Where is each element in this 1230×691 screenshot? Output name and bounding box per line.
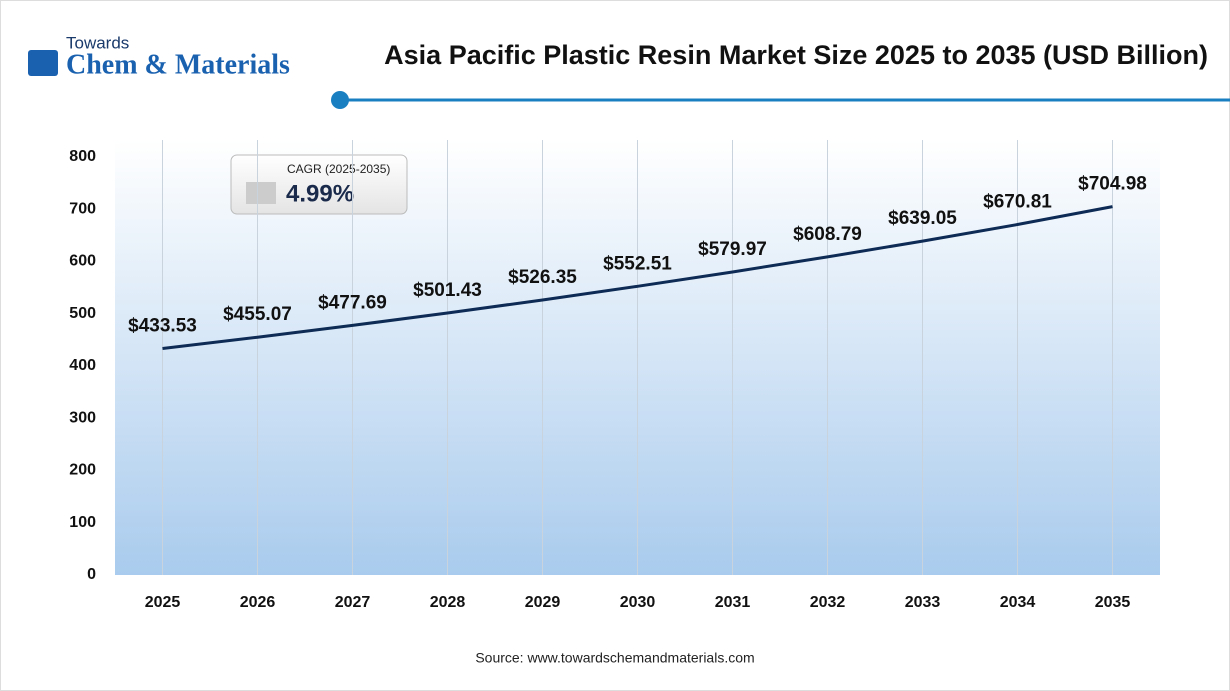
data-label: $526.35 [508,267,577,288]
data-label: $704.98 [1078,174,1147,195]
data-label: $608.79 [793,224,862,245]
data-label: $552.51 [603,253,672,274]
cagr-box: CAGR (2025-2035) 4.99% [230,154,408,215]
x-tick-label: 2028 [430,594,466,611]
x-tick-label: 2033 [905,594,941,611]
x-tick-label: 2030 [620,594,656,611]
header-dot [331,91,349,109]
y-tick-label: 600 [69,253,96,270]
logo-main: Chem & Materials [66,49,290,80]
chart-title: Asia Pacific Plastic Resin Market Size 2… [384,40,1208,70]
x-tick-label: 2035 [1095,594,1131,611]
x-tick-label: 2026 [240,594,276,611]
y-tick-label: 800 [69,148,96,165]
x-tick-label: 2031 [715,594,751,611]
cagr-label: CAGR (2025-2035) [287,162,390,176]
cagr-icon [246,182,276,204]
x-tick-label: 2032 [810,594,846,611]
y-tick-label: 700 [69,200,96,217]
data-label: $455.07 [223,304,292,325]
x-tick-label: 2025 [145,594,181,611]
y-tick-label: 400 [69,357,96,374]
data-label: $639.05 [888,208,957,229]
data-label: $579.97 [698,239,767,260]
y-tick-label: 300 [69,409,96,426]
y-tick-label: 100 [69,514,96,531]
x-tick-label: 2029 [525,594,561,611]
y-tick-label: 500 [69,305,96,322]
line [162,205,1113,350]
data-label: $477.69 [318,292,387,313]
logo-icon [28,50,58,76]
logo-top: Towards [66,33,129,52]
cagr-value: 4.99% [286,180,354,207]
logo: Towards Chem & Materials [28,33,290,80]
y-tick-label: 200 [69,462,96,479]
y-tick-label: 0 [87,566,96,583]
data-label: $433.53 [128,315,197,336]
source: Source: www.towardschemandmaterials.com [475,650,754,666]
data-label: $670.81 [983,192,1052,213]
x-tick-label: 2034 [1000,594,1036,611]
x-tick-label: 2027 [335,594,371,611]
data-label: $501.43 [413,280,482,301]
